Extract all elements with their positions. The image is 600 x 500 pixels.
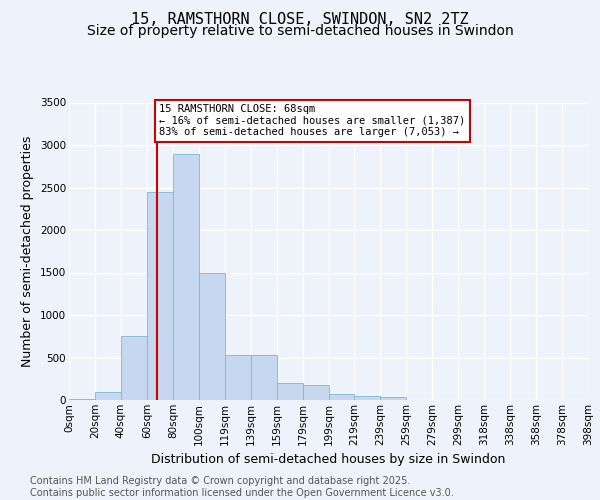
Bar [199, 272, 224, 400]
Bar [251, 355, 277, 400]
X-axis label: Distribution of semi-detached houses by size in Swindon: Distribution of semi-detached houses by … [151, 453, 506, 466]
Text: Contains HM Land Registry data © Crown copyright and database right 2025.
Contai: Contains HM Land Registry data © Crown c… [30, 476, 454, 498]
Bar [69, 399, 95, 400]
Bar [147, 192, 173, 400]
Bar [173, 154, 199, 400]
Bar [380, 398, 406, 400]
Bar [121, 336, 147, 400]
Bar [225, 355, 251, 400]
Text: Size of property relative to semi-detached houses in Swindon: Size of property relative to semi-detach… [86, 24, 514, 38]
Bar [277, 383, 302, 400]
Text: 15, RAMSTHORN CLOSE, SWINDON, SN2 2TZ: 15, RAMSTHORN CLOSE, SWINDON, SN2 2TZ [131, 12, 469, 28]
Bar [355, 396, 380, 400]
Bar [329, 394, 355, 400]
Text: 15 RAMSTHORN CLOSE: 68sqm
← 16% of semi-detached houses are smaller (1,387)
83% : 15 RAMSTHORN CLOSE: 68sqm ← 16% of semi-… [160, 104, 466, 138]
Bar [95, 392, 121, 400]
Bar [302, 385, 329, 400]
Y-axis label: Number of semi-detached properties: Number of semi-detached properties [22, 136, 34, 367]
